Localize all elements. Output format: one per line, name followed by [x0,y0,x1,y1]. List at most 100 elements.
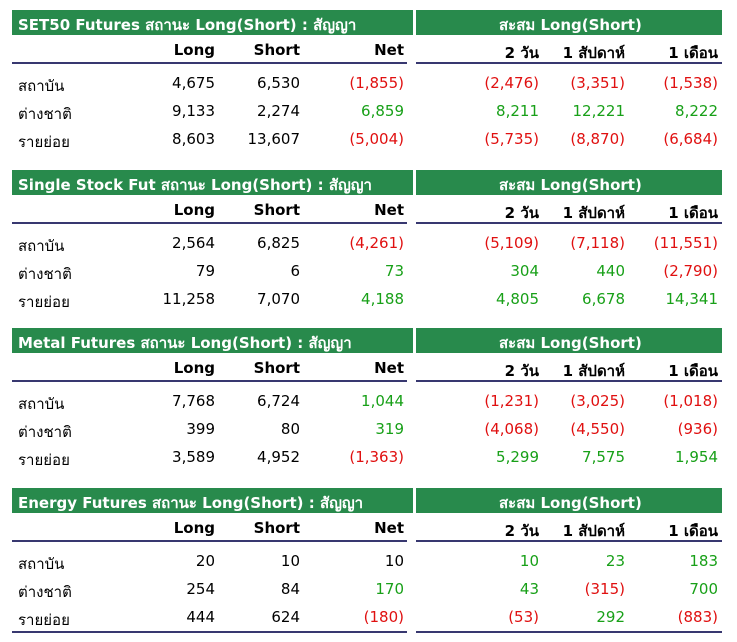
section-title: Single Stock Fut สถานะ Long(Short) : สัญ… [18,176,372,194]
cell-two-day: (1,231) [484,392,539,410]
table-row: รายย่อย 11,258 7,070 4,188 4,805 6,678 14,341 [12,284,722,312]
column-header-two-day: 2 วัน [504,362,539,380]
cell-short: 624 [271,608,300,626]
accumulated-title-bar: สะสม Long(Short) [416,328,722,353]
cell-net: (180) [363,608,404,626]
cell-one-month: 14,341 [665,290,719,308]
section-2: Single Stock Fut สถานะ Long(Short) : สัญ… [12,170,722,315]
column-header-one-month: 1 เดือน [668,44,718,62]
column-header-net: Net [374,201,404,219]
row-label: รายย่อย [18,293,70,311]
cell-net: 10 [384,552,404,570]
cell-net: (1,363) [349,448,404,466]
column-header-long: Long [173,359,215,377]
section-title-bar: Energy Futures สถานะ Long(Short) : สัญญา [12,488,413,513]
column-header-short: Short [253,519,300,537]
column-header-net: Net [374,359,404,377]
cell-one-month: (883) [677,608,718,626]
column-header-one-month: 1 เดือน [668,362,718,380]
row-label: ต่างชาติ [18,423,72,441]
accumulated-title: สะสม Long(Short) [499,334,642,352]
cell-two-day: 10 [519,552,539,570]
cell-one-week: 12,221 [572,102,626,120]
row-label: ต่างชาติ [18,105,72,123]
table-row: ต่างชาติ 79 6 73 304 440 (2,790) [12,256,722,284]
cell-two-day: (53) [508,608,539,626]
cell-long: 79 [195,262,215,280]
cell-one-month: (1,018) [663,392,718,410]
table-row: ต่างชาติ 399 80 319 (4,068) (4,550) (936) [12,414,722,442]
cell-one-month: 700 [689,580,718,598]
row-label: สถาบัน [18,237,65,255]
column-header-long: Long [173,41,215,59]
cell-two-day: 8,211 [496,102,539,120]
section-title-bar: SET50 Futures สถานะ Long(Short) : สัญญา [12,10,413,35]
cell-two-day: 5,299 [496,448,539,466]
cell-net: (5,004) [349,130,404,148]
cell-one-month: 8,222 [675,102,718,120]
section-1: SET50 Futures สถานะ Long(Short) : สัญญาส… [12,10,722,155]
section-header: Single Stock Fut สถานะ Long(Short) : สัญ… [12,170,722,195]
section-4: Energy Futures สถานะ Long(Short) : สัญญา… [12,488,722,633]
table-row: สถาบัน 20 10 10 10 23 183 [12,546,722,574]
cell-two-day: (5,735) [484,130,539,148]
cell-two-day: (4,068) [484,420,539,438]
section-title-bar: Single Stock Fut สถานะ Long(Short) : สัญ… [12,170,413,195]
cell-two-day: 4,805 [496,290,539,308]
cell-long: 7,768 [172,392,215,410]
cell-short: 6,530 [257,74,300,92]
row-label: ต่างชาติ [18,583,72,601]
cell-one-week: 292 [596,608,625,626]
accumulated-title-bar: สะสม Long(Short) [416,170,722,195]
cell-one-week: 7,575 [582,448,625,466]
table-row: สถาบัน 7,768 6,724 1,044 (1,231) (3,025) (1,01… [12,386,722,414]
column-header-short: Short [253,359,300,377]
header-divider [416,380,722,382]
row-label: ต่างชาติ [18,265,72,283]
cell-two-day: (2,476) [484,74,539,92]
cell-short: 6,825 [257,234,300,252]
column-header-two-day: 2 วัน [504,522,539,540]
column-header-row: Long Short Net 2 วัน 1 สัปดาห์ 1 เดือน [12,515,722,540]
table-row: ต่างชาติ 9,133 2,274 6,859 8,211 12,221 8,222 [12,96,722,124]
cell-long: 2,564 [172,234,215,252]
cell-long: 399 [186,420,215,438]
cell-net: (1,855) [349,74,404,92]
header-divider [12,62,407,64]
row-label: สถาบัน [18,77,65,95]
cell-one-month: (6,684) [663,130,718,148]
cell-long: 11,258 [162,290,216,308]
table-row: สถาบัน 2,564 6,825 (4,261) (5,109) (7,118) (11… [12,228,722,256]
accumulated-title: สะสม Long(Short) [499,494,642,512]
cell-one-week: (4,550) [570,420,625,438]
cell-two-day: 43 [519,580,539,598]
table-row: รายย่อย 3,589 4,952 (1,363) 5,299 7,575 1,954 [12,442,722,470]
column-header-long: Long [173,519,215,537]
cell-long: 254 [186,580,215,598]
row-label: รายย่อย [18,133,70,151]
accumulated-title-bar: สะสม Long(Short) [416,488,722,513]
cell-short: 6,724 [257,392,300,410]
column-header-short: Short [253,41,300,59]
cell-net: 1,044 [361,392,404,410]
header-divider [12,380,407,382]
cell-one-month: (11,551) [653,234,718,252]
header-divider [12,222,407,224]
section-title: Energy Futures สถานะ Long(Short) : สัญญา [18,494,364,512]
column-header-one-week: 1 สัปดาห์ [562,362,625,380]
cell-short: 10 [280,552,300,570]
cell-long: 4,675 [172,74,215,92]
section-title: SET50 Futures สถานะ Long(Short) : สัญญา [18,16,357,34]
cell-one-week: (315) [584,580,625,598]
cell-one-week: (3,025) [570,392,625,410]
cell-short: 2,274 [257,102,300,120]
section-header: Metal Futures สถานะ Long(Short) : สัญญา ส… [12,328,722,353]
cell-net: 319 [375,420,404,438]
column-header-one-week: 1 สัปดาห์ [562,44,625,62]
cell-short: 4,952 [257,448,300,466]
cell-short: 84 [280,580,300,598]
column-header-row: Long Short Net 2 วัน 1 สัปดาห์ 1 เดือน [12,355,722,380]
cell-net: 6,859 [361,102,404,120]
cell-one-month: 183 [689,552,718,570]
column-header-short: Short [253,201,300,219]
